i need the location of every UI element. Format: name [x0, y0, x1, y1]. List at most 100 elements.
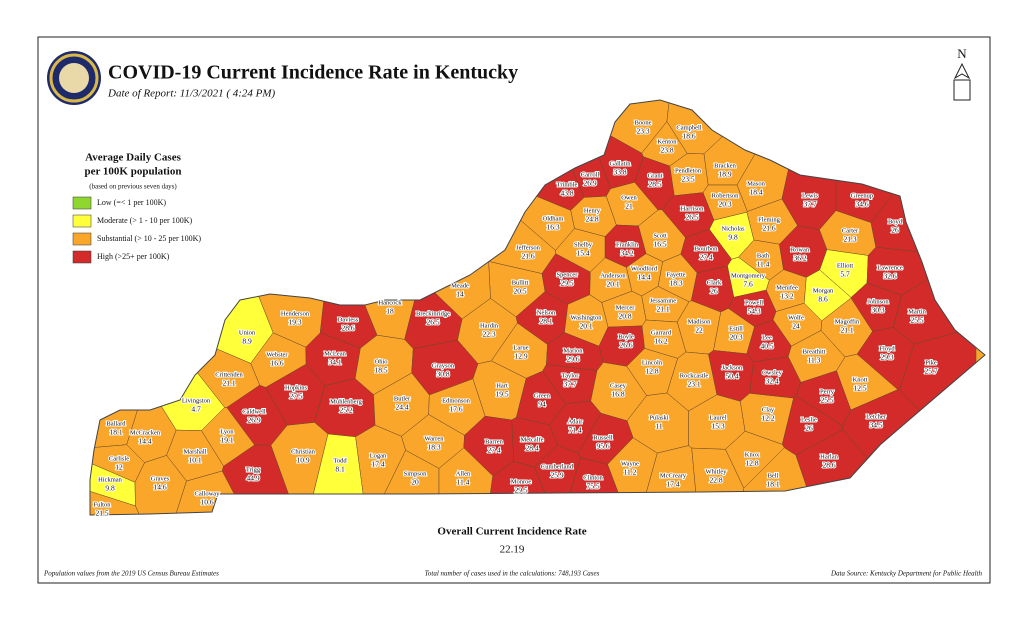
county-value: 21 — [625, 202, 633, 211]
county-value: 12.5 — [853, 384, 866, 393]
county-name: Powell — [745, 299, 763, 306]
county-value: 21.1 — [222, 379, 235, 388]
county-value: 20.1 — [606, 280, 619, 289]
county-name: Scott — [653, 232, 667, 239]
county-value: 4.7 — [191, 405, 201, 414]
county-value: 25.2 — [339, 406, 352, 415]
county-value: 26.9 — [583, 179, 596, 188]
county-name: Knox — [745, 451, 760, 458]
county-value: 28.5 — [648, 180, 661, 189]
county-name: Leslie — [801, 416, 817, 423]
county-value: 27.4 — [487, 446, 500, 455]
footer-right: Data Source: Kentucky Department for Pub… — [830, 570, 982, 578]
footer-center: Total number of cases used in the calcul… — [425, 570, 600, 578]
county-value: 25.7 — [924, 367, 937, 376]
county-value: 20.3 — [729, 333, 742, 342]
county-name: Letcher — [866, 413, 887, 420]
county-name: Kenton — [657, 138, 677, 145]
county-name: Henry — [584, 207, 601, 214]
county-value: 50.4 — [725, 372, 738, 381]
county-value: 17.4 — [371, 460, 384, 469]
county-value: 8.6 — [818, 295, 828, 304]
county-name: Hickman — [98, 476, 123, 483]
county-name: Washington — [571, 314, 603, 321]
county-value: 22 — [695, 326, 703, 335]
county-value: 28.4 — [525, 444, 538, 453]
county-name: Gallatin — [610, 160, 632, 167]
county-name: Laurel — [710, 414, 727, 421]
county-name: Elliott — [837, 262, 853, 269]
county — [166, 470, 253, 515]
county-value: 28.6 — [822, 461, 835, 470]
county-value: 14.4 — [637, 273, 650, 282]
county-name: Mercer — [616, 304, 636, 311]
county-name: Fleming — [758, 216, 780, 223]
legend-label: Moderate (> 1 - 10 per 100K) — [97, 216, 192, 225]
county-name: Carter — [842, 227, 859, 234]
county-value: 29.3 — [880, 353, 893, 362]
county-value: 11.4 — [457, 478, 470, 487]
county-value: 16.3 — [546, 223, 559, 232]
legend-label: Low (=< 1 per 100K) — [97, 198, 166, 207]
county-name: Muhlenberg — [330, 398, 362, 405]
county — [90, 480, 148, 515]
county-name: Trigg — [246, 466, 261, 473]
legend-title: Average Daily Cases — [85, 152, 181, 164]
county-name: Grant — [648, 172, 663, 179]
county-name: Webster — [266, 351, 288, 358]
county-name: Floyd — [879, 345, 895, 352]
county-value: 26 — [891, 226, 899, 235]
county-value: 26 — [710, 287, 718, 296]
county-value: 14 — [456, 290, 464, 299]
county-name: Barren — [485, 438, 503, 445]
county-name: Clay — [762, 406, 775, 413]
county-value: 11.4 — [757, 260, 770, 269]
county-name: Bullitt — [512, 279, 529, 286]
county-name: Larue — [513, 344, 528, 351]
county-name: Fayette — [666, 271, 685, 278]
county-name: Shelby — [574, 241, 593, 248]
county-name: Madison — [688, 318, 712, 325]
county-value: 10.1 — [188, 456, 201, 465]
county-name: Trimble — [557, 181, 578, 188]
county-value: 8.9 — [242, 337, 252, 346]
county-value: 5.7 — [840, 270, 850, 279]
county-value: 15.3 — [711, 422, 724, 431]
county-name: Allen — [456, 470, 471, 477]
county-value: 15.4 — [576, 249, 589, 258]
county-value: 94 — [538, 400, 546, 409]
county-value: 29.6 — [566, 355, 579, 364]
county-value: 24 — [792, 322, 800, 331]
county-value: 20.5 — [513, 287, 526, 296]
county-name: Green — [534, 392, 551, 399]
county-name: Daviess — [338, 316, 359, 323]
county-name: Henderson — [281, 310, 310, 317]
legend-swatch — [72, 250, 92, 264]
county-value: 19.5 — [495, 390, 508, 399]
county-name: Union — [239, 329, 256, 336]
county-name: Nelson — [537, 309, 556, 316]
report-date: Date of Report: 11/3/2021 ( 4:24 PM) — [107, 88, 276, 100]
title: COVID-19 Current Incidence Rate in Kentu… — [108, 62, 518, 84]
county-value: 18.9 — [718, 170, 731, 179]
county-name: Whitley — [706, 468, 728, 475]
county-name: Johnson — [867, 298, 889, 305]
county-value: 40.5 — [760, 342, 773, 351]
legend-subtitle: per 100K population — [85, 166, 182, 178]
county-value: 9.8 — [105, 484, 115, 493]
legend-note: (based on previous seven days) — [89, 183, 177, 191]
footer-left: Population values from the 2019 US Censu… — [43, 570, 219, 578]
county-name: Harlan — [820, 453, 838, 460]
county-value: 29.5 — [560, 279, 573, 288]
county-value: 19.3 — [288, 318, 301, 327]
county-value: 23.1 — [687, 380, 700, 389]
county-value: 10.9 — [296, 456, 309, 465]
county-name: Morgan — [813, 287, 834, 294]
county-name: Clark — [707, 279, 722, 286]
county-name: Breckinridge — [416, 310, 450, 317]
county-name: Garrard — [651, 329, 672, 336]
county-value: 34.6 — [855, 200, 868, 209]
county-value: 27.4 — [699, 253, 712, 262]
county-name: Metcalfe — [520, 436, 543, 443]
